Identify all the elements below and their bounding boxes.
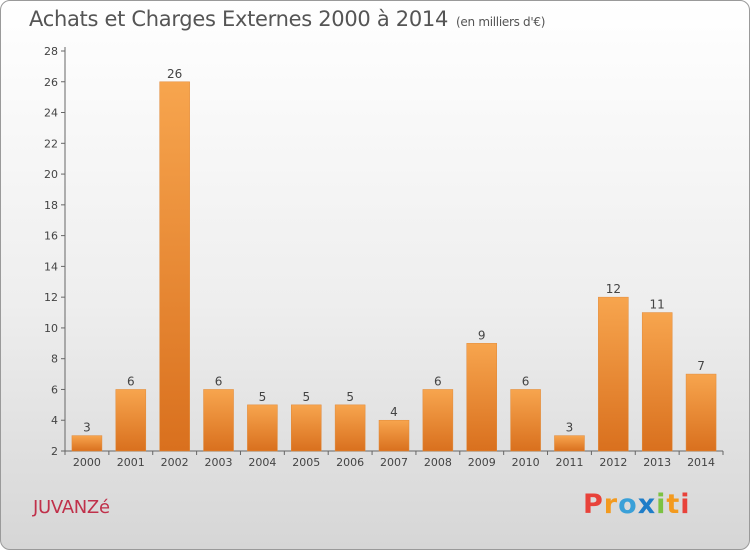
x-tick-label: 2006 (336, 456, 364, 469)
data-label: 7 (697, 359, 705, 373)
y-tick-label: 20 (44, 168, 58, 181)
bar (510, 389, 541, 452)
bar (378, 419, 410, 452)
logo-letter: t (666, 489, 681, 520)
data-label: 5 (302, 390, 310, 404)
y-tick-label: 8 (51, 353, 58, 366)
bar (203, 389, 234, 452)
x-tick-label: 2003 (205, 456, 233, 469)
commune-name: JUVANZé (33, 497, 110, 518)
logo-letter: i (656, 489, 667, 520)
bar (466, 343, 497, 452)
x-tick-label: 2002 (161, 456, 189, 469)
data-label: 6 (434, 374, 442, 388)
logo-letter: P (583, 489, 604, 520)
data-label: 3 (566, 421, 574, 435)
bar (159, 81, 190, 452)
x-tick-label: 2013 (643, 456, 671, 469)
y-tick-label: 6 (51, 383, 58, 396)
logo-letter: x (637, 489, 657, 520)
y-tick-label: 12 (44, 291, 58, 304)
data-label: 26 (167, 67, 182, 81)
bar (685, 373, 717, 452)
x-tick-label: 2000 (73, 456, 101, 469)
x-tick-label: 2009 (468, 456, 496, 469)
x-tick-label: 2012 (599, 456, 627, 469)
y-tick-label: 26 (44, 76, 58, 89)
y-tick-label: 16 (44, 230, 58, 243)
data-label: 6 (215, 374, 223, 388)
data-label: 9 (478, 328, 486, 342)
data-label: 6 (127, 374, 135, 388)
data-label: 5 (259, 390, 267, 404)
bar (291, 404, 322, 452)
logo-letter: i (680, 489, 691, 520)
logo-letter: r (603, 489, 619, 520)
data-label: 12 (606, 282, 621, 296)
title-text: Achats et Charges Externes 2000 à 2014 (29, 7, 449, 31)
proxiti-logo: Proxiti (583, 489, 691, 520)
bar (115, 389, 147, 452)
logo-letter: o (618, 489, 638, 520)
x-tick-label: 2010 (512, 456, 540, 469)
x-tick-label: 2005 (292, 456, 320, 469)
y-tick-label: 24 (44, 107, 58, 120)
chart-title: Achats et Charges Externes 2000 à 2014 (e… (29, 7, 545, 31)
bar (641, 312, 673, 452)
bar (554, 435, 585, 452)
x-tick-label: 2011 (555, 456, 583, 469)
y-tick-label: 10 (44, 322, 58, 335)
data-label: 11 (650, 298, 665, 312)
y-tick-label: 22 (44, 137, 58, 150)
data-label: 6 (522, 374, 530, 388)
bar (422, 389, 454, 452)
y-tick-label: 18 (44, 199, 58, 212)
data-label: 4 (390, 405, 398, 419)
bar (334, 404, 366, 452)
data-label: 3 (83, 421, 91, 435)
bar (598, 296, 629, 452)
x-tick-label: 2007 (380, 456, 408, 469)
x-tick-label: 2004 (248, 456, 276, 469)
y-tick-label: 4 (51, 414, 58, 427)
y-tick-label: 28 (44, 45, 58, 58)
y-tick-label: 14 (44, 260, 58, 273)
unit-label: (en milliers d'€) (456, 15, 546, 29)
bar (71, 435, 103, 452)
bar (247, 404, 278, 452)
x-tick-label: 2014 (687, 456, 715, 469)
x-tick-label: 2008 (424, 456, 452, 469)
data-label: 5 (346, 390, 354, 404)
y-tick-label: 2 (51, 445, 58, 458)
x-tick-label: 2001 (117, 456, 145, 469)
